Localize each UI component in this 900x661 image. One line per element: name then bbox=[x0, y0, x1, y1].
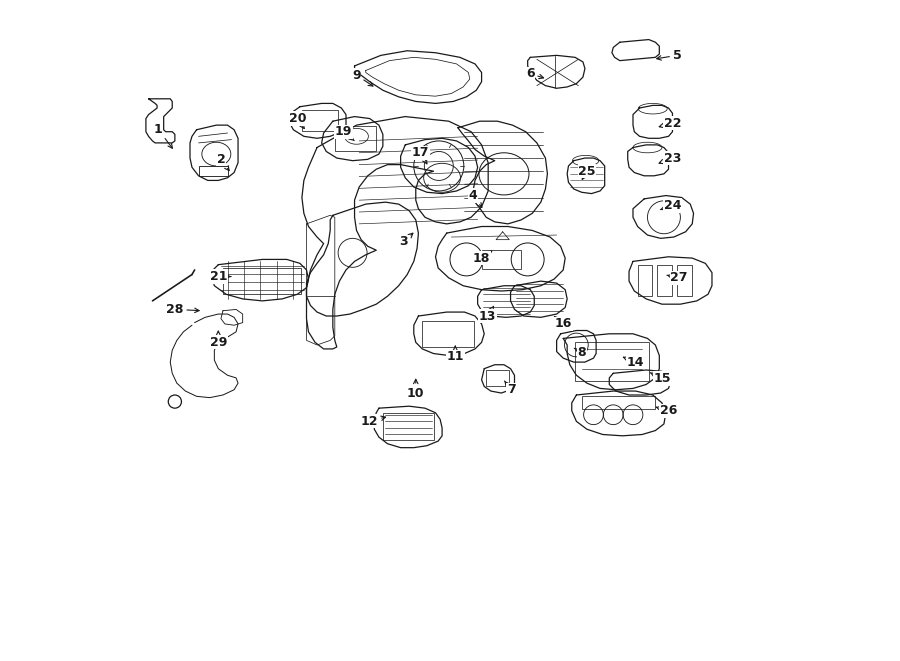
Text: 20: 20 bbox=[289, 112, 306, 128]
Text: 15: 15 bbox=[650, 372, 670, 385]
Text: 27: 27 bbox=[667, 272, 688, 284]
Text: 28: 28 bbox=[166, 303, 199, 316]
Text: 10: 10 bbox=[407, 379, 425, 399]
Text: 7: 7 bbox=[505, 381, 516, 396]
Bar bbox=[677, 264, 691, 296]
Text: 23: 23 bbox=[659, 151, 681, 165]
Text: 9: 9 bbox=[352, 69, 373, 86]
Text: 16: 16 bbox=[554, 317, 572, 330]
Text: 2: 2 bbox=[217, 153, 230, 171]
Text: 17: 17 bbox=[411, 146, 429, 164]
Text: 11: 11 bbox=[446, 346, 464, 364]
Bar bbox=[302, 110, 338, 131]
Text: 18: 18 bbox=[472, 251, 491, 264]
Text: 12: 12 bbox=[361, 415, 385, 428]
Text: 13: 13 bbox=[479, 306, 496, 323]
Text: 22: 22 bbox=[659, 116, 681, 130]
Bar bbox=[422, 321, 473, 347]
Text: 29: 29 bbox=[210, 331, 227, 349]
Text: 6: 6 bbox=[526, 67, 544, 80]
Text: 5: 5 bbox=[657, 49, 681, 62]
Bar bbox=[335, 126, 375, 151]
Text: 1: 1 bbox=[154, 123, 173, 148]
Text: 4: 4 bbox=[469, 189, 482, 208]
Bar bbox=[657, 264, 671, 296]
Text: 8: 8 bbox=[574, 346, 586, 359]
Bar bbox=[482, 251, 521, 268]
Text: 19: 19 bbox=[335, 125, 355, 141]
Bar bbox=[486, 370, 509, 387]
Text: 24: 24 bbox=[661, 199, 681, 212]
Bar bbox=[581, 397, 655, 409]
Bar bbox=[199, 166, 229, 176]
Text: 14: 14 bbox=[624, 356, 644, 369]
Text: 21: 21 bbox=[210, 270, 230, 283]
Text: 3: 3 bbox=[400, 233, 413, 248]
Text: 25: 25 bbox=[578, 165, 596, 179]
Bar bbox=[223, 268, 301, 294]
Bar bbox=[382, 412, 434, 440]
Text: 26: 26 bbox=[656, 405, 677, 417]
Bar bbox=[637, 264, 652, 296]
Bar bbox=[575, 342, 649, 381]
